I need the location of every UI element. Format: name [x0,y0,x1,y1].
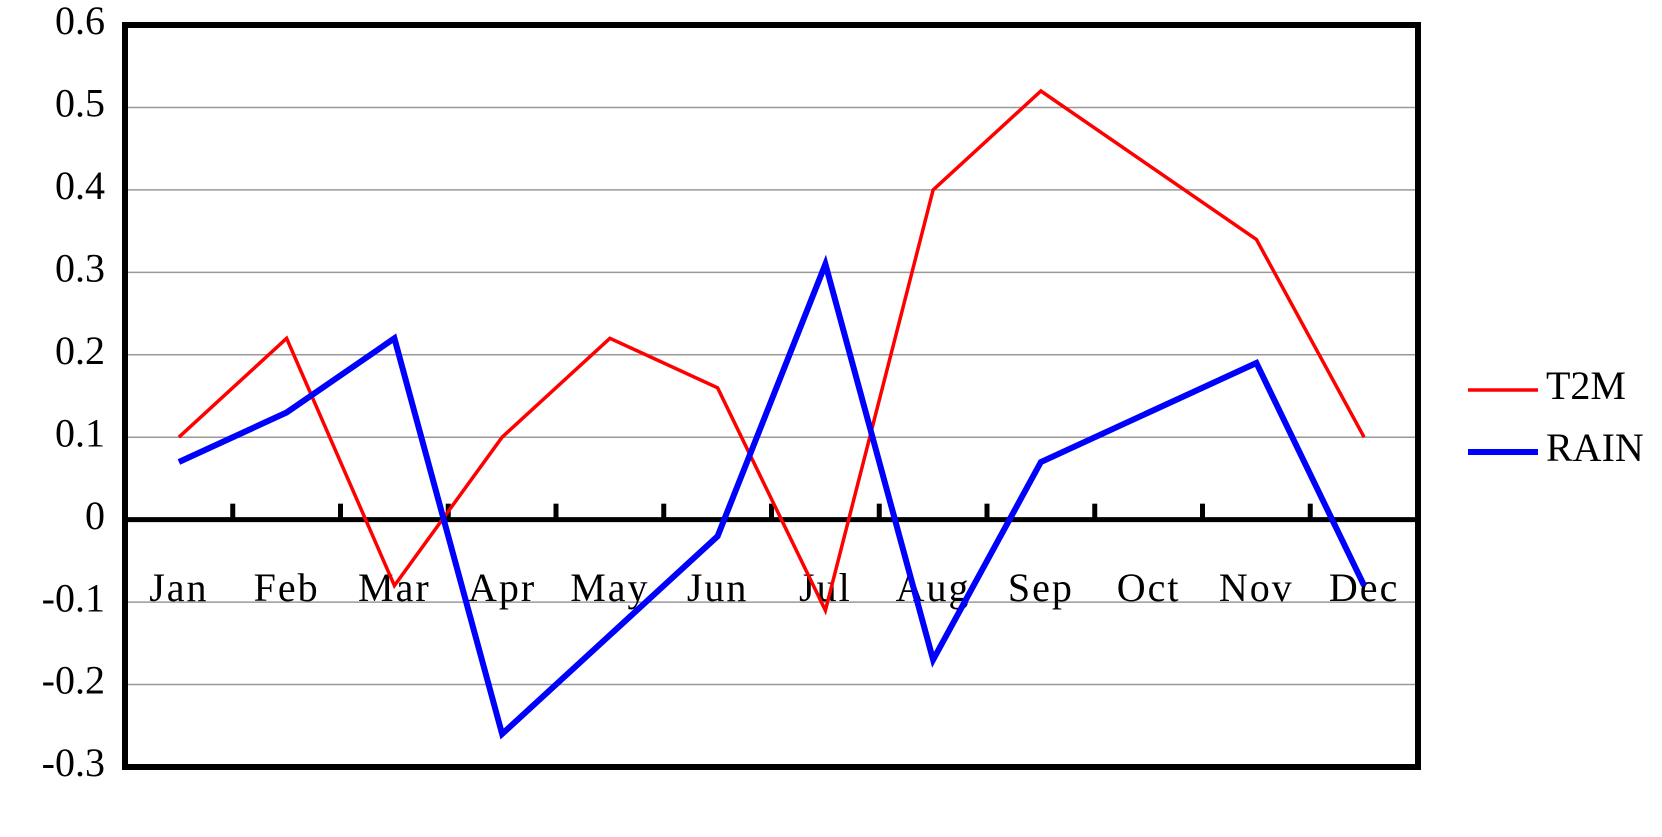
y-tick-label: 0.2 [55,328,105,373]
x-tick-label: Jan [149,565,208,610]
y-tick-label: 0.5 [55,81,105,126]
plot-frame [122,22,1421,770]
y-tick-label: -0.1 [42,575,105,620]
y-tick-label: 0.4 [55,163,105,208]
y-tick-label: 0.6 [55,0,105,43]
x-tick-label: Feb [254,565,320,610]
legend-label: T2M [1546,363,1626,408]
y-tick-label: 0 [85,493,105,538]
x-tick-label: May [570,565,649,610]
x-tick-label: Dec [1329,565,1399,610]
series-line [177,254,1367,740]
series-line [177,88,1366,616]
y-tick-label: -0.2 [42,658,105,703]
y-tick-label: 0.3 [55,246,105,291]
x-tick-label: Jun [687,565,749,610]
x-tick-label: Apr [468,565,536,610]
y-tick-label: 0.1 [55,410,105,455]
y-tick-label: -0.3 [42,740,105,785]
x-tick-label: Nov [1219,565,1294,610]
x-tick-label: Sep [1008,565,1074,610]
x-tick-label: Oct [1117,565,1181,610]
legend-label: RAIN [1546,425,1644,470]
